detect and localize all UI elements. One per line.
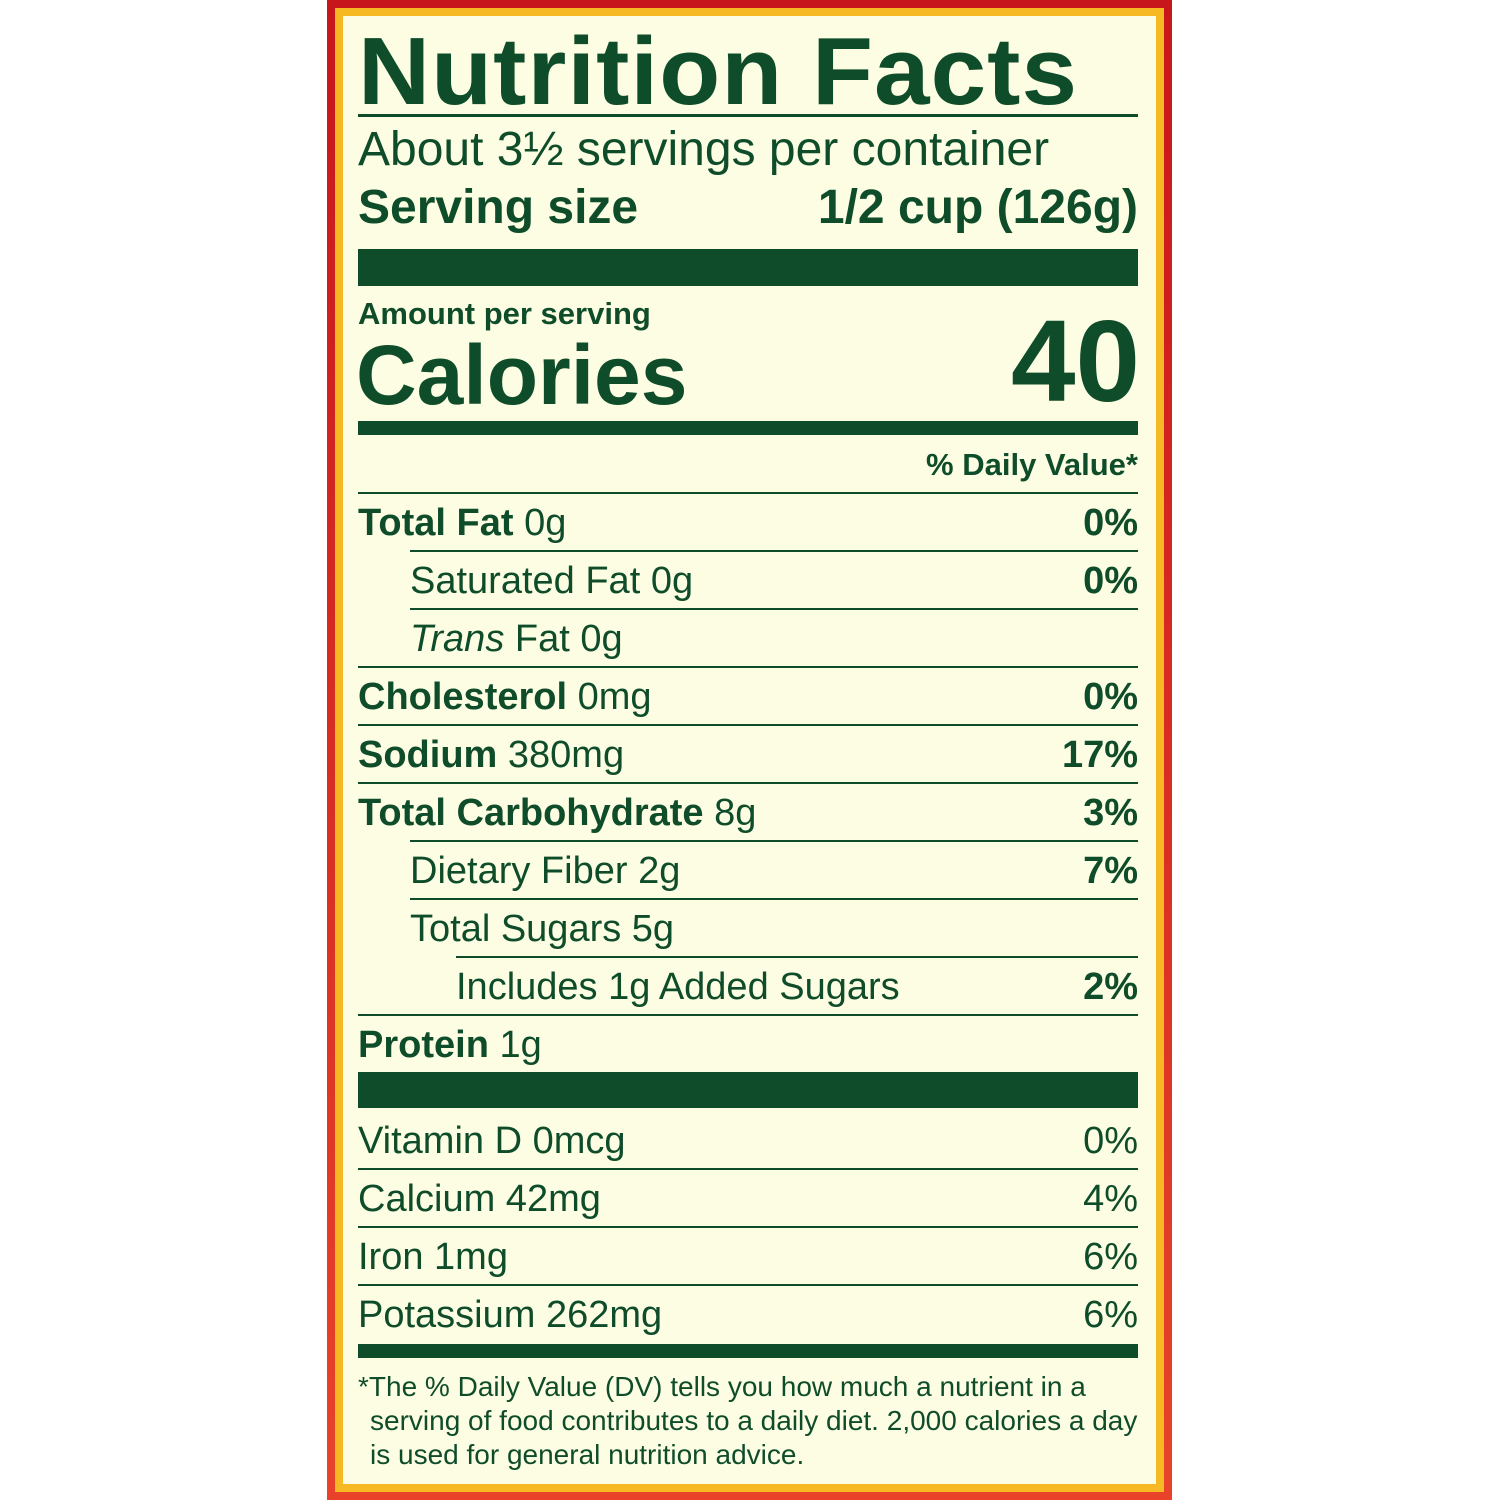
title: Nutrition Facts xyxy=(358,18,1079,125)
row-divider xyxy=(358,666,1138,668)
nutrient-name: Protein xyxy=(358,1024,489,1066)
nutrient-row: Total Carbohydrate 8g 3% xyxy=(358,784,1138,842)
nutrient-daily-value: 17% xyxy=(1061,734,1138,776)
amount-per-serving: Amount per serving xyxy=(358,296,651,331)
vitamin-row: Potassium 262mg 6% xyxy=(358,1286,1138,1344)
nutrient-name: Includes 1g Added Sugars xyxy=(456,966,900,1008)
nutrient-daily-value: 0% xyxy=(1083,560,1138,602)
vitamin-label: Potassium 262mg xyxy=(358,1294,663,1336)
nutrient-name: Trans xyxy=(410,618,505,660)
row-divider xyxy=(358,1014,1138,1016)
nutrient-row: Total Sugars 5g xyxy=(358,900,1138,958)
vitamin-daily-value: 6% xyxy=(1083,1294,1138,1336)
vitamin-daily-value: 6% xyxy=(1083,1236,1138,1278)
row-divider xyxy=(358,492,1138,494)
nutrient-label: Cholesterol 0mg xyxy=(358,668,652,726)
nutrient-name: Total Carbohydrate xyxy=(358,792,704,834)
serving-size-value: 1/2 cup (126g) xyxy=(817,181,1138,234)
row-divider xyxy=(358,1226,1138,1228)
row-divider xyxy=(358,1168,1138,1170)
nutrient-label: Total Sugars 5g xyxy=(410,900,674,958)
nutrient-row: Cholesterol 0mg 0% xyxy=(358,668,1138,726)
nutrient-row: Dietary Fiber 2g 7% xyxy=(358,842,1138,900)
row-divider xyxy=(410,550,1138,552)
thick-divider xyxy=(358,1072,1138,1108)
vitamin-label: Iron 1mg xyxy=(358,1236,508,1278)
vitamin-label: Vitamin D 0mcg xyxy=(358,1120,626,1162)
nutrient-row: Protein 1g xyxy=(358,1016,1138,1074)
nutrient-label: Trans Fat 0g xyxy=(410,610,623,668)
vitamin-daily-value: 0% xyxy=(1083,1120,1138,1162)
serving-size-label: Serving size xyxy=(358,181,639,234)
nutrient-label: Dietary Fiber 2g xyxy=(410,842,680,900)
nutrient-daily-value: 3% xyxy=(1083,792,1138,834)
nutrient-label: Protein 1g xyxy=(358,1016,542,1074)
nutrient-amount: 0g xyxy=(524,502,567,544)
nutrient-label: Sodium 380mg xyxy=(358,726,624,784)
daily-value-header: % Daily Value* xyxy=(926,447,1138,482)
nutrient-row: Includes 1g Added Sugars 2% xyxy=(358,958,1138,1016)
nutrient-amount: 0g xyxy=(650,560,694,602)
nutrient-label: Total Fat 0g xyxy=(358,494,566,552)
nutrient-label: Total Carbohydrate 8g xyxy=(358,784,756,842)
row-divider xyxy=(456,956,1138,958)
nutrient-amount: 8g xyxy=(714,792,757,834)
row-divider xyxy=(410,898,1138,900)
nutrient-row: Trans Fat 0g xyxy=(358,610,1138,668)
nutrient-name: Total Sugars xyxy=(410,908,622,950)
row-divider xyxy=(410,840,1138,842)
medium-divider xyxy=(358,1344,1138,1358)
nutrient-name-rest: Fat xyxy=(514,618,570,660)
nutrient-label: Includes 1g Added Sugars xyxy=(456,958,900,1016)
nutrient-daily-value: 0% xyxy=(1083,502,1138,544)
nutrient-daily-value: 0% xyxy=(1083,676,1138,718)
medium-divider xyxy=(358,421,1138,435)
footnote: *The % Daily Value (DV) tells you how mu… xyxy=(358,1371,1138,1470)
nutrient-amount: 2g xyxy=(638,850,681,892)
row-divider xyxy=(358,782,1138,784)
vitamin-row: Vitamin D 0mcg 0% xyxy=(358,1112,1138,1170)
nutrient-amount: 1g xyxy=(499,1024,542,1066)
nutrient-amount: 0g xyxy=(580,618,623,660)
servings-per-container: About 3½ servings per container xyxy=(358,123,1050,176)
nutrient-amount: 5g xyxy=(631,908,675,950)
nutrient-name: Dietary Fiber xyxy=(410,850,628,892)
thick-divider xyxy=(358,249,1138,286)
row-divider xyxy=(358,1284,1138,1286)
calories-label: Calories xyxy=(356,328,688,422)
vitamin-row: Calcium 42mg 4% xyxy=(358,1170,1138,1228)
nutrient-name: Total Fat xyxy=(358,502,514,544)
nutrient-row: Total Fat 0g 0% xyxy=(358,494,1138,552)
row-divider xyxy=(358,724,1138,726)
divider xyxy=(358,114,1138,117)
nutrient-amount: 380mg xyxy=(507,734,625,776)
nutrient-row: Saturated Fat 0g 0% xyxy=(358,552,1138,610)
nutrient-daily-value: 7% xyxy=(1083,850,1138,892)
nutrient-row: Sodium 380mg 17% xyxy=(358,726,1138,784)
nutrient-name: Saturated Fat xyxy=(410,560,641,602)
nutrient-label: Saturated Fat 0g xyxy=(410,552,693,610)
nutrient-amount: 0mg xyxy=(577,676,652,718)
vitamin-label: Calcium 42mg xyxy=(358,1178,601,1220)
vitamin-row: Iron 1mg 6% xyxy=(358,1228,1138,1286)
row-divider xyxy=(410,608,1138,610)
nutrient-name: Sodium xyxy=(358,734,498,776)
vitamin-daily-value: 4% xyxy=(1083,1178,1138,1220)
nutrient-name: Cholesterol xyxy=(358,676,568,718)
nutrient-daily-value: 2% xyxy=(1083,966,1138,1008)
calories-value: 40 xyxy=(1010,296,1140,426)
